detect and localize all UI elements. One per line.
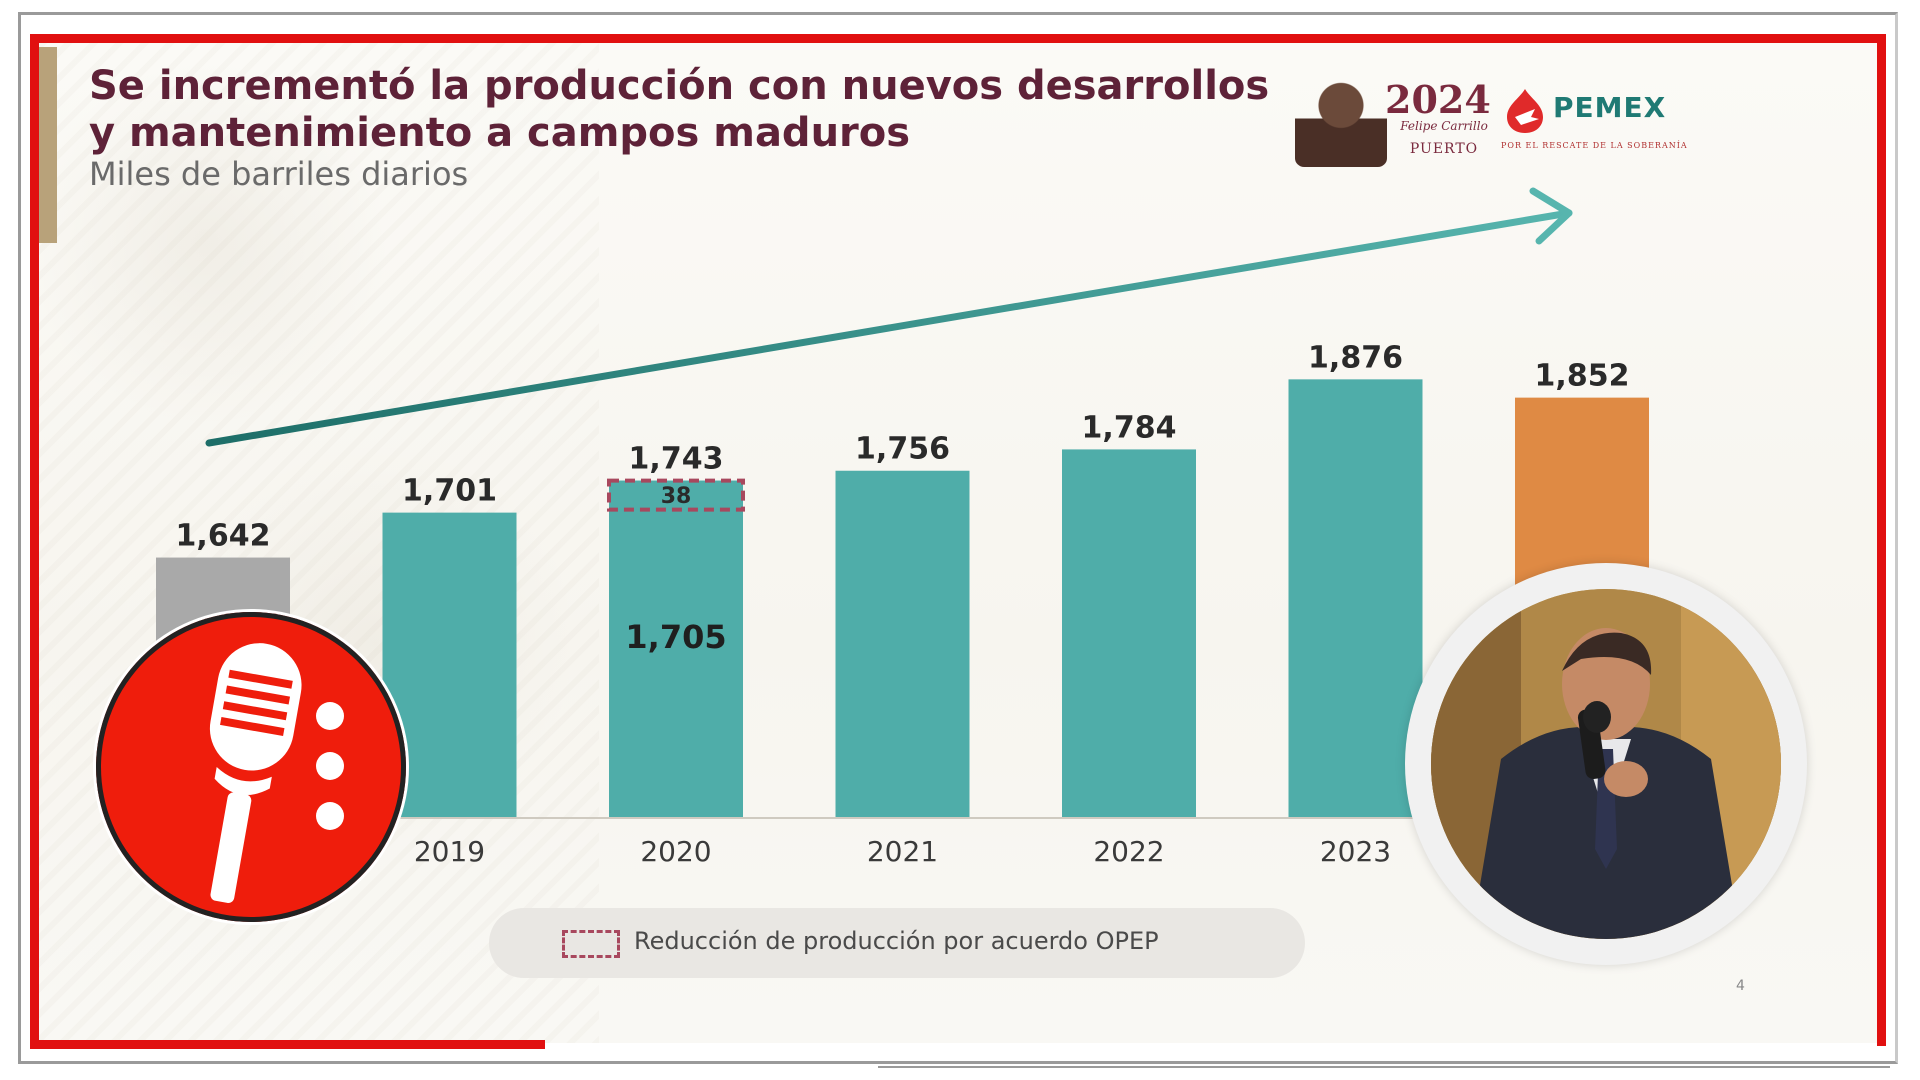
reduction-value-label: 38 (661, 484, 692, 509)
opep-reduction-segment (607, 478, 745, 512)
gray-frame-line (878, 1062, 1890, 1068)
bar-value-label: 1,756 (855, 432, 950, 467)
accent-bar (39, 47, 57, 243)
bar-5 (1288, 379, 1423, 818)
logo-name: Felipe Carrillo (1400, 119, 1488, 133)
logo-year: 2024 (1385, 77, 1491, 122)
bar-value-label: 1,701 (402, 474, 497, 509)
legend-dashed-swatch (562, 930, 620, 958)
x-tick-label: 2019 (414, 835, 485, 868)
pemex-logo: PEMEX POR EL RESCATE DE LA SOBERANÍA (1501, 87, 1721, 157)
red-frame (30, 34, 1886, 1046)
logo-place: PUERTO (1409, 141, 1479, 157)
legend-label: Reducción de producción por acuerdo OPEP (634, 927, 1159, 955)
bar-4 (1062, 449, 1196, 818)
red-frame-bottom (30, 1040, 545, 1049)
pemex-eagle-icon (1507, 89, 1543, 133)
page-number: 4 (1736, 978, 1745, 994)
slide-title: Se incrementó la producción con nuevos d… (89, 63, 1270, 156)
pemex-wordmark: PEMEX (1553, 91, 1667, 124)
x-tick-label: 2021 (867, 835, 938, 868)
legend: Reducción de producción por acuerdo OPEP (489, 908, 1305, 978)
microphone-icon (209, 643, 344, 903)
bar-2 (609, 480, 743, 818)
portrait-icon (1295, 79, 1387, 167)
x-tick-label: 2023 (1320, 835, 1391, 868)
x-tick-label: 2020 (640, 835, 711, 868)
x-tick-label: 2022 (1093, 835, 1164, 868)
bar-value-label: 1,876 (1308, 340, 1403, 375)
presenter-avatar (1405, 563, 1807, 965)
presenter-photo (1431, 589, 1781, 939)
bar-3 (835, 470, 970, 818)
bar-value-label: 1,784 (1082, 410, 1177, 445)
bar-value-label: 1,852 (1535, 359, 1630, 394)
trend-arrow-icon (205, 187, 1573, 447)
base-value-label: 1,705 (625, 618, 726, 656)
production-bar-chart: 1,642 1,701 2019 1,743 2020 1,756 2021 1,784 202… (139, 187, 1659, 868)
pemex-tagline: POR EL RESCATE DE LA SOBERANÍA (1501, 141, 1688, 150)
speaker-figure (1431, 589, 1781, 939)
bar-value-label: 1,642 (176, 519, 271, 554)
podcast-badge[interactable] (96, 612, 406, 922)
government-2024-logo: 2024 Felipe Carrillo PUERTO (1289, 75, 1491, 170)
slide-subtitle: Miles de barriles diarios (89, 155, 469, 193)
bar-value-label: 1,743 (629, 442, 724, 477)
